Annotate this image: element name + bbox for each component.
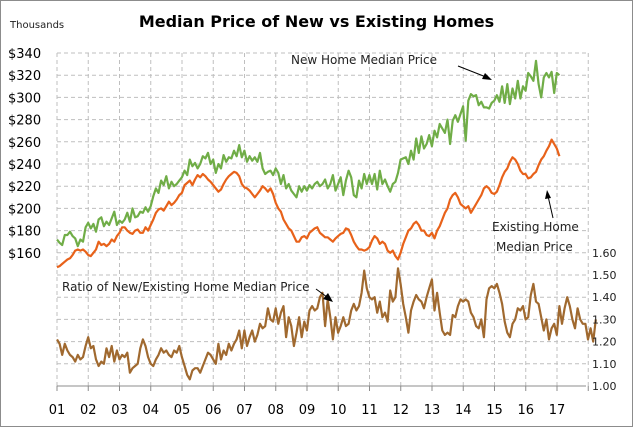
chart-title: Median Price of New vs Existing Homes bbox=[138, 12, 495, 31]
x-tick-label: 10 bbox=[330, 403, 347, 418]
x-tick-label: 15 bbox=[486, 403, 503, 418]
annotation-arrow-new-home bbox=[457, 65, 487, 78]
left-tick-label: $240 bbox=[8, 158, 41, 173]
annotations: New Home Median Price Existing Home Medi… bbox=[62, 53, 579, 302]
series-line-ratio bbox=[56, 267, 597, 381]
x-tick-label: 13 bbox=[424, 403, 441, 418]
left-tick-label: $280 bbox=[8, 114, 41, 129]
x-tick-label: 05 bbox=[174, 403, 191, 418]
left-tick-label: $200 bbox=[8, 202, 41, 217]
x-tick-label: 02 bbox=[80, 403, 97, 418]
annotation-existing-home-line1: Existing Home bbox=[492, 220, 579, 234]
x-tick-label: 03 bbox=[111, 403, 128, 418]
x-tick-label: 01 bbox=[49, 403, 66, 418]
series-line-new-home bbox=[56, 59, 561, 248]
right-tick-label: 1.60 bbox=[592, 247, 617, 260]
x-tick-label: 08 bbox=[267, 403, 284, 418]
arrow-head-icon bbox=[323, 293, 333, 302]
x-tick-label: 07 bbox=[236, 403, 253, 418]
x-tick-label: 17 bbox=[549, 403, 566, 418]
left-tick-label: $320 bbox=[8, 69, 41, 84]
annotation-arrow-existing-home bbox=[547, 195, 554, 219]
right-tick-label: 1.50 bbox=[592, 269, 617, 282]
axes bbox=[56, 385, 589, 391]
x-tick-label: 16 bbox=[517, 403, 534, 418]
x-tick-label: 11 bbox=[361, 403, 378, 418]
left-tick-label: $180 bbox=[8, 225, 41, 240]
right-tick-label: 1.00 bbox=[592, 380, 617, 393]
x-tick-label: 09 bbox=[299, 403, 316, 418]
left-tick-label: $300 bbox=[8, 91, 41, 106]
units-label: Thousands bbox=[10, 20, 65, 31]
right-tick-label: 1.40 bbox=[592, 291, 617, 304]
left-tick-label: $340 bbox=[8, 47, 41, 62]
x-tick-label: 14 bbox=[455, 403, 472, 418]
annotation-ratio: Ratio of New/Existing Home Median Price bbox=[62, 280, 310, 294]
right-tick-label: 1.30 bbox=[592, 313, 617, 326]
x-tick-label: 04 bbox=[142, 403, 159, 418]
tick-labels: 01 02 03 04 05 06 07 08 09 10 11 12 13 14 15 16 17 $340 $3… bbox=[8, 47, 617, 418]
x-tick-label: 12 bbox=[392, 403, 409, 418]
x-tick-label: 06 bbox=[205, 403, 222, 418]
series-line-existing-home bbox=[56, 138, 561, 269]
annotation-new-home: New Home Median Price bbox=[291, 53, 437, 67]
arrow-head-icon bbox=[482, 73, 492, 80]
right-tick-label: 1.20 bbox=[592, 336, 617, 349]
arrow-head-icon bbox=[545, 190, 551, 199]
left-tick-label: $260 bbox=[8, 136, 41, 151]
annotation-arrow-ratio bbox=[315, 288, 328, 298]
right-tick-label: 1.10 bbox=[592, 358, 617, 371]
series-lines bbox=[56, 59, 597, 381]
left-tick-label: $160 bbox=[8, 247, 41, 262]
left-tick-label: $220 bbox=[8, 180, 41, 195]
annotation-existing-home-line2: Median Price bbox=[496, 240, 573, 254]
